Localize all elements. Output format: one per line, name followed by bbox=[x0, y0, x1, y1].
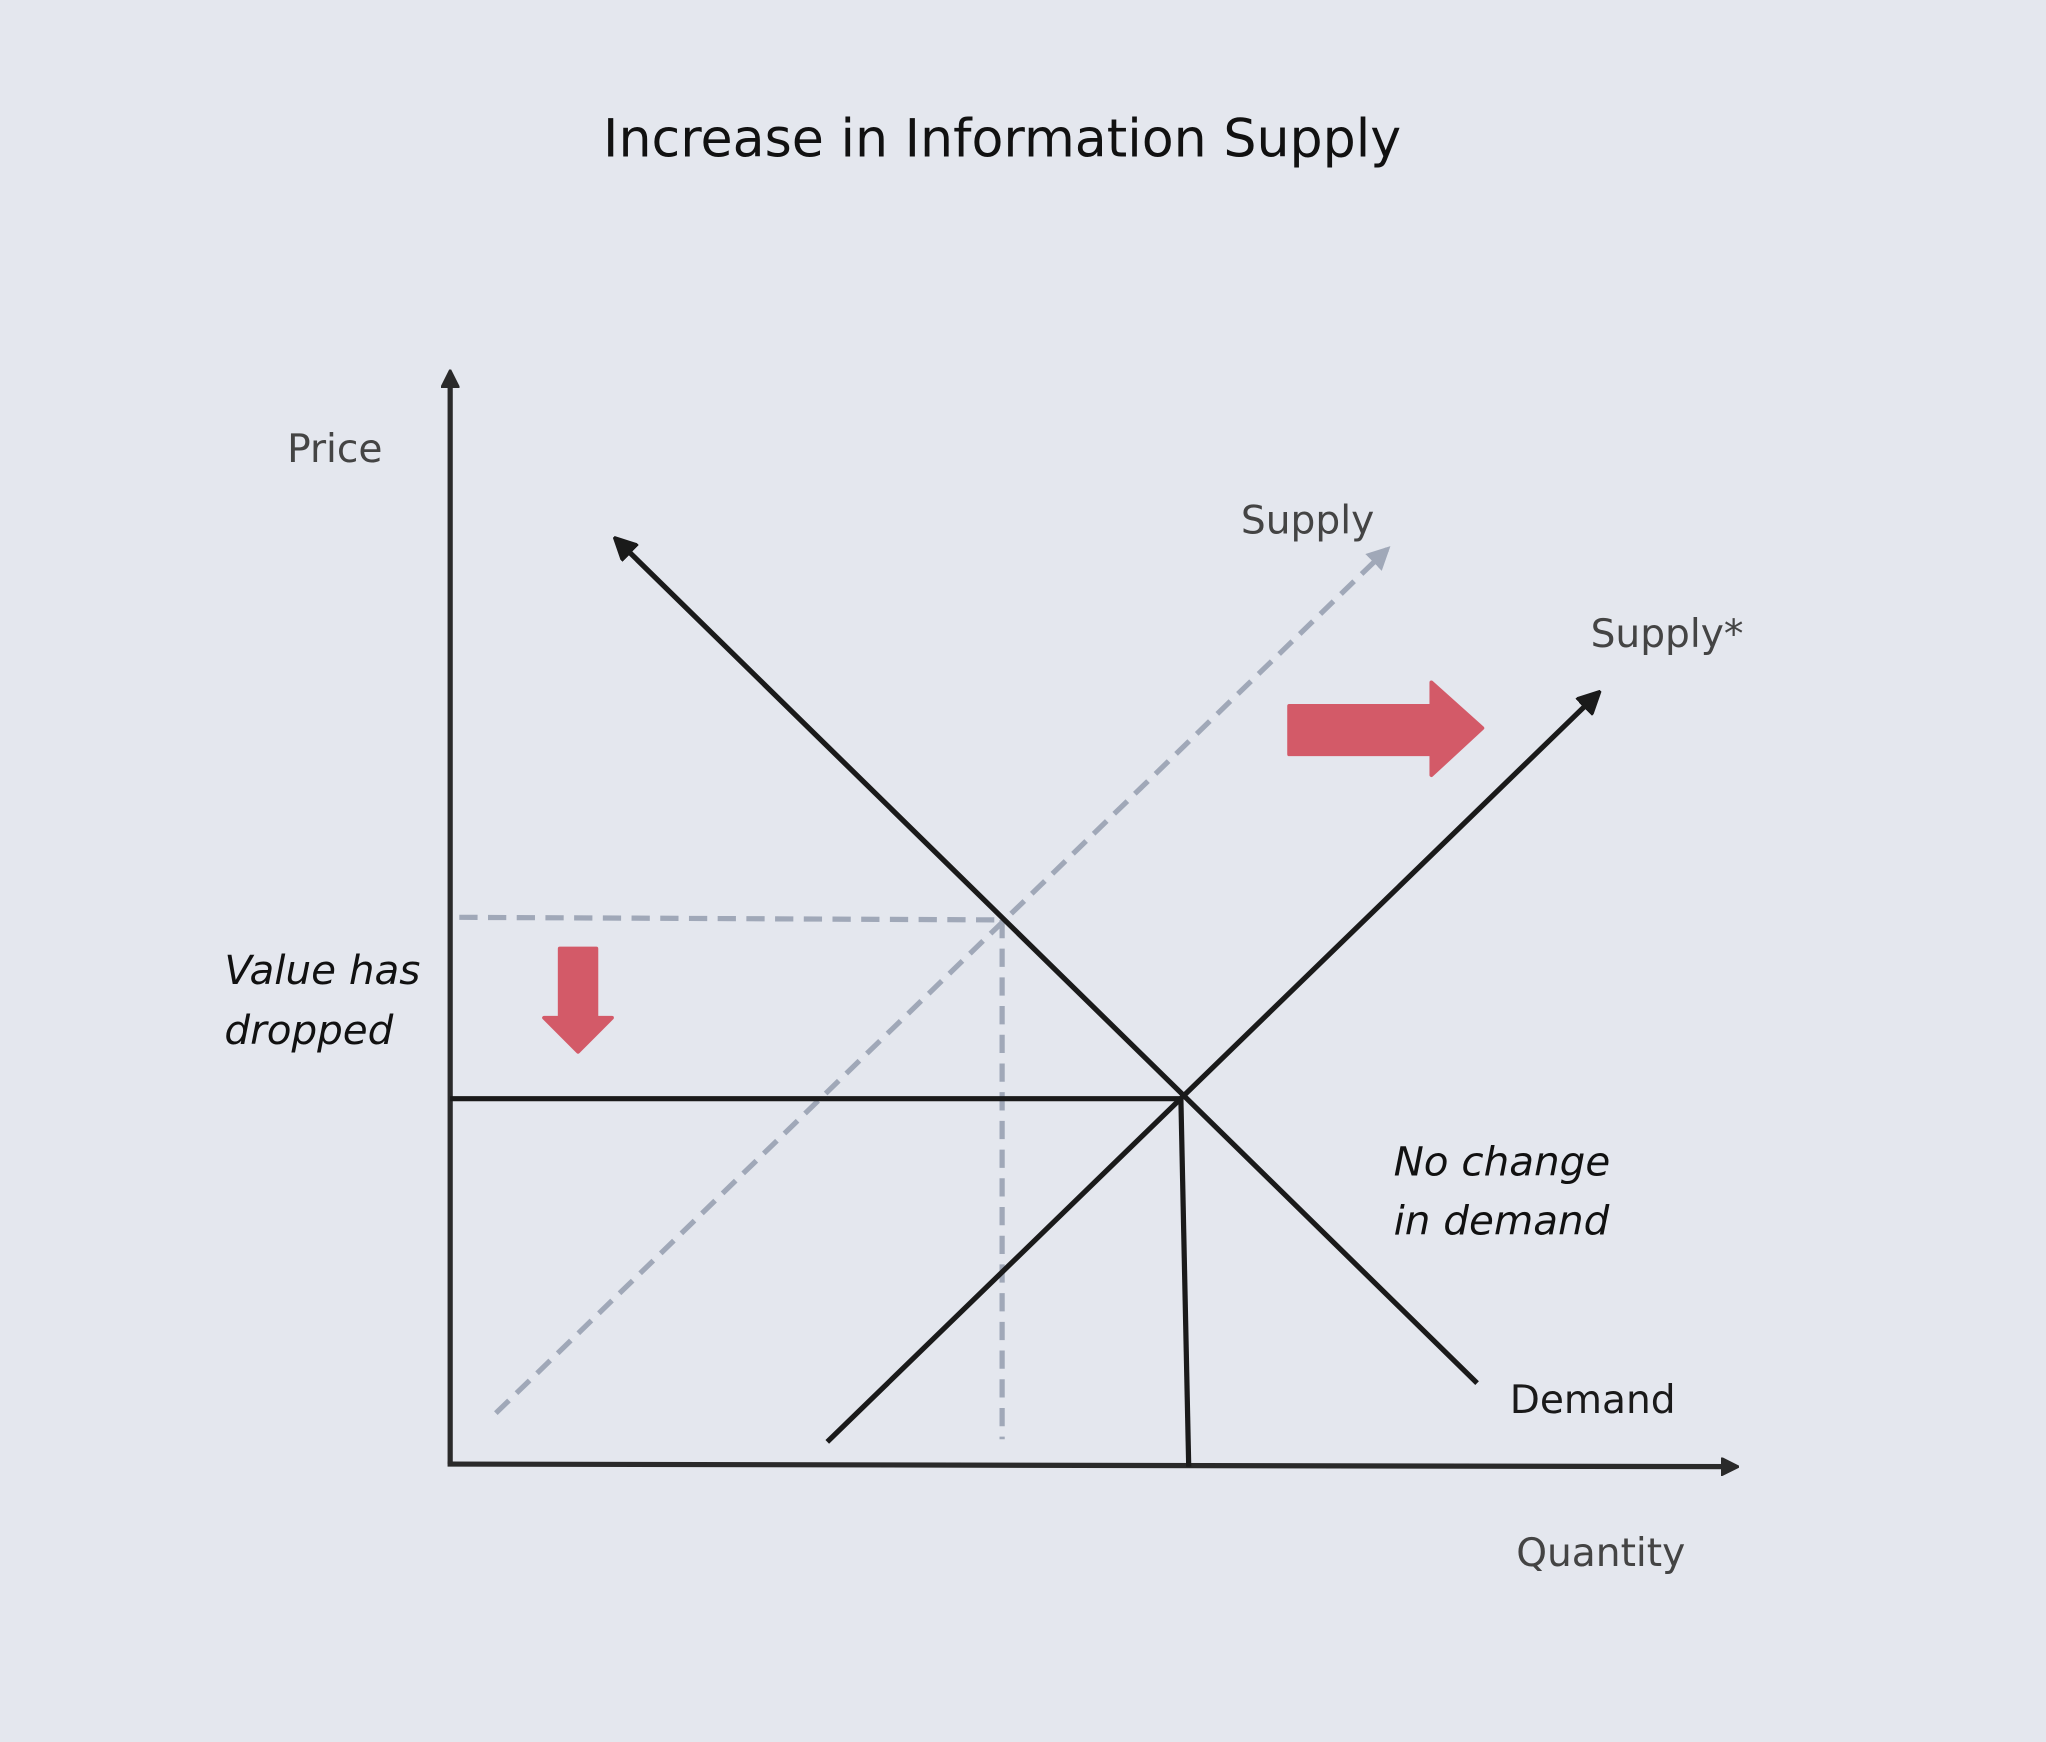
y-axis-label: Price bbox=[287, 427, 382, 472]
new-supply-curve bbox=[825, 694, 1597, 1444]
value-note-line2: dropped bbox=[224, 1006, 393, 1054]
x-axis bbox=[447, 1464, 1736, 1467]
demand-note-line1: No change bbox=[1394, 1138, 1611, 1186]
x-axis-label: Quantity bbox=[1516, 1531, 1685, 1576]
supply-shift-arrow-icon bbox=[1287, 680, 1485, 778]
demand-label: Demand bbox=[1510, 1378, 1676, 1423]
value-note-line1: Value has bbox=[224, 946, 420, 994]
diagram-title: Increase in Information Supply bbox=[603, 110, 1401, 170]
supply-label: Supply bbox=[1241, 499, 1374, 544]
demand-note-line2: in demand bbox=[1394, 1196, 1610, 1244]
demand-curve bbox=[617, 540, 1479, 1386]
old-price-guide bbox=[459, 914, 1003, 923]
new-quantity-line bbox=[1178, 1098, 1192, 1467]
old-supply-curve bbox=[494, 546, 1391, 1416]
price-drop-arrow-icon bbox=[542, 946, 614, 1054]
supply-shifted-label: Supply* bbox=[1591, 612, 1744, 657]
